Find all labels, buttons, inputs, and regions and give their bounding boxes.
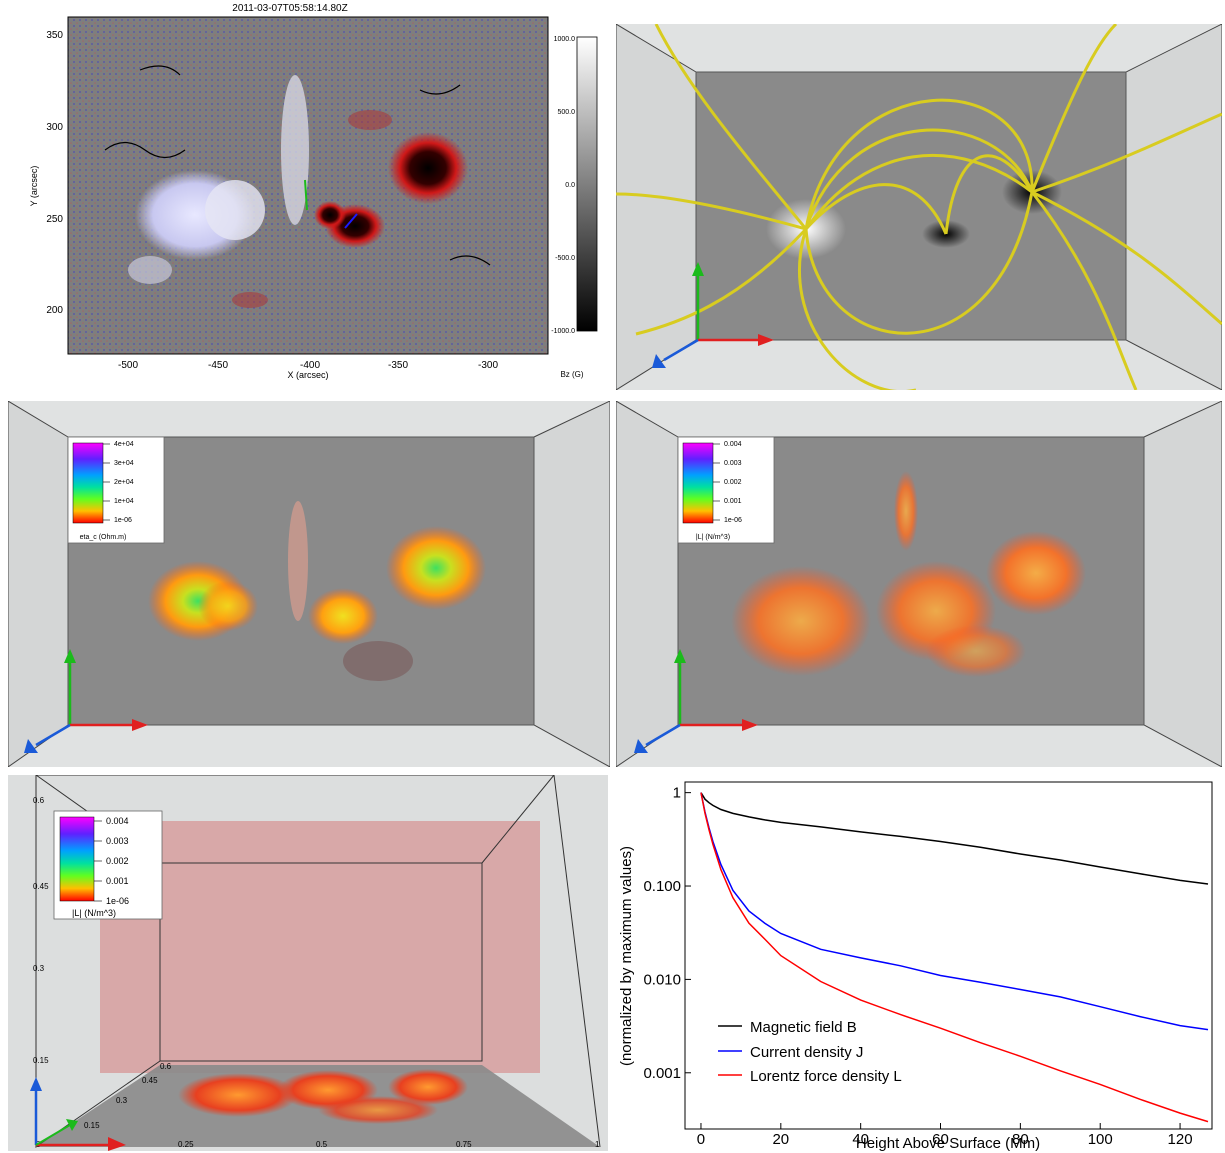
svg-text:0.003: 0.003 bbox=[106, 836, 129, 846]
svg-text:350: 350 bbox=[46, 30, 63, 41]
chart-legend: Magnetic field B Current density J Loren… bbox=[718, 1019, 902, 1085]
svg-text:0.004: 0.004 bbox=[724, 441, 742, 448]
svg-text:0.45: 0.45 bbox=[142, 1076, 158, 1085]
bz-colorbar-label: Bz (G) bbox=[560, 370, 583, 379]
svg-text:3e+04: 3e+04 bbox=[114, 460, 134, 467]
x-tick-label-1: 20 bbox=[772, 1131, 789, 1148]
volume-z-ticks: 0.6 0.45 0.3 0.15 bbox=[33, 796, 49, 1065]
chart-y-label: (normalized by maximum values) bbox=[618, 846, 635, 1066]
bz-colorbar bbox=[576, 36, 598, 332]
chart-x-label: Height Above Surface (Mm) bbox=[856, 1135, 1040, 1152]
svg-text:1: 1 bbox=[595, 1140, 600, 1149]
svg-text:0.003: 0.003 bbox=[724, 460, 742, 467]
series-line-0 bbox=[700, 792, 1209, 885]
svg-text:0.15: 0.15 bbox=[84, 1121, 100, 1130]
y-tick-label-3: 0.001 bbox=[643, 1065, 681, 1082]
x-tick-label-5: 100 bbox=[1088, 1131, 1113, 1148]
y-tick-label-0: 1 bbox=[673, 785, 681, 802]
svg-text:0.3: 0.3 bbox=[33, 964, 45, 973]
magnetogram-x-label: X (arcsec) bbox=[287, 370, 328, 380]
magnetogram-image bbox=[68, 17, 548, 354]
field-lines-axes bbox=[652, 262, 774, 368]
svg-text:200: 200 bbox=[46, 305, 63, 316]
svg-text:0.75: 0.75 bbox=[456, 1140, 472, 1149]
svg-text:0.002: 0.002 bbox=[724, 479, 742, 486]
chart-y-ticks: 1 0.100 0.010 0.001 bbox=[643, 785, 691, 1082]
volume-panel: 0.004 0.003 0.002 0.001 1e-06 |L| (N/m^3… bbox=[8, 775, 608, 1151]
svg-text:0.5: 0.5 bbox=[316, 1140, 328, 1149]
lorentz-axes bbox=[634, 649, 758, 753]
legend-label-l: Lorentz force density L bbox=[750, 1068, 902, 1085]
svg-text:1e-06: 1e-06 bbox=[724, 517, 742, 524]
svg-text:-500: -500 bbox=[118, 360, 138, 371]
svg-text:-400: -400 bbox=[300, 360, 320, 371]
svg-text:1e-06: 1e-06 bbox=[114, 517, 132, 524]
field-lines-panel bbox=[616, 24, 1222, 390]
svg-text:2e+04: 2e+04 bbox=[114, 479, 134, 486]
svg-text:eta_c (Ohm.m): eta_c (Ohm.m) bbox=[80, 534, 127, 541]
svg-text:1e-06: 1e-06 bbox=[106, 896, 129, 906]
svg-text:0.15: 0.15 bbox=[33, 1056, 49, 1065]
svg-text:-500.0: -500.0 bbox=[555, 255, 575, 262]
volume-y-ticks: 0.6 0.45 0.3 0.15 bbox=[84, 1062, 172, 1130]
eta-axes bbox=[24, 649, 148, 753]
x-tick-label-6: 120 bbox=[1168, 1131, 1193, 1148]
svg-text:-350: -350 bbox=[388, 360, 408, 371]
svg-text:|L| (N/m^3): |L| (N/m^3) bbox=[696, 534, 730, 541]
svg-text:0.002: 0.002 bbox=[106, 856, 129, 866]
field-lines bbox=[616, 24, 1222, 390]
svg-text:-450: -450 bbox=[208, 360, 228, 371]
series-line-2 bbox=[700, 792, 1209, 1123]
volume-axes bbox=[30, 1077, 126, 1151]
svg-text:0.004: 0.004 bbox=[106, 816, 129, 826]
x-tick-label-4: 80 bbox=[1012, 1131, 1029, 1148]
svg-text:0.25: 0.25 bbox=[178, 1140, 194, 1149]
svg-text:0.3: 0.3 bbox=[116, 1096, 128, 1105]
lorentz-panel: 0.004 0.003 0.002 0.001 1e-06 |L| (N/m^3… bbox=[616, 401, 1222, 767]
svg-text:|L| (N/m^3): |L| (N/m^3) bbox=[72, 908, 116, 918]
bz-colorbar-ticks: 1000.0 500.0 0.0 -500.0 -1000.0 bbox=[551, 36, 575, 335]
svg-text:-300: -300 bbox=[478, 360, 498, 371]
magnetogram-title: 2011-03-07T05:58:14.80Z bbox=[232, 3, 347, 14]
chart-plot-frame bbox=[684, 781, 1213, 1130]
svg-text:300: 300 bbox=[46, 122, 63, 133]
series-line-1 bbox=[700, 792, 1209, 1031]
eta-legend: 4e+04 3e+04 2e+04 1e+04 1e-06 eta_c (Ohm… bbox=[67, 436, 165, 544]
chart-series bbox=[700, 792, 1209, 1123]
x-tick-label-2: 40 bbox=[852, 1131, 869, 1148]
magnetogram-x-ticks: -500 -450 -400 -350 -300 bbox=[118, 360, 498, 371]
svg-text:-1000.0: -1000.0 bbox=[551, 328, 575, 335]
eta-panel: 4e+04 3e+04 2e+04 1e+04 1e-06 eta_c (Ohm… bbox=[8, 401, 610, 767]
svg-text:0.6: 0.6 bbox=[160, 1062, 172, 1071]
svg-text:250: 250 bbox=[46, 214, 63, 225]
magnetogram-y-label: Y (arcsec) bbox=[29, 166, 39, 207]
decay-chart: 1 0.100 0.010 0.001 0 20 40 60 80 100 120 Height … bbox=[612, 776, 1224, 1152]
magnetogram-panel: 2011-03-07T05:58:14.80Z -500 -450 -400 -… bbox=[29, 3, 598, 380]
svg-text:0.45: 0.45 bbox=[33, 882, 49, 891]
svg-text:4e+04: 4e+04 bbox=[114, 441, 134, 448]
svg-text:1000.0: 1000.0 bbox=[554, 36, 576, 43]
chart-x-ticks: 0 20 40 60 80 100 120 bbox=[697, 1123, 1193, 1148]
x-tick-label-3: 60 bbox=[932, 1131, 949, 1148]
svg-text:0.001: 0.001 bbox=[106, 876, 129, 886]
svg-text:1e+04: 1e+04 bbox=[114, 498, 134, 505]
svg-text:0.6: 0.6 bbox=[33, 796, 45, 805]
volume-legend: 0.004 0.003 0.002 0.001 1e-06 |L| (N/m^3… bbox=[53, 810, 163, 920]
lorentz-legend: 0.004 0.003 0.002 0.001 1e-06 |L| (N/m^3… bbox=[677, 436, 775, 544]
y-tick-label-1: 0.100 bbox=[643, 878, 681, 895]
svg-text:0.001: 0.001 bbox=[724, 498, 742, 505]
svg-text:0.0: 0.0 bbox=[565, 182, 575, 189]
legend-label-b: Magnetic field B bbox=[750, 1019, 857, 1036]
magnetogram-y-ticks: 350 300 250 200 bbox=[46, 30, 63, 316]
legend-label-j: Current density J bbox=[750, 1044, 863, 1061]
x-tick-label-0: 0 bbox=[697, 1131, 705, 1148]
svg-text:500.0: 500.0 bbox=[557, 109, 575, 116]
y-tick-label-2: 0.010 bbox=[643, 971, 681, 988]
